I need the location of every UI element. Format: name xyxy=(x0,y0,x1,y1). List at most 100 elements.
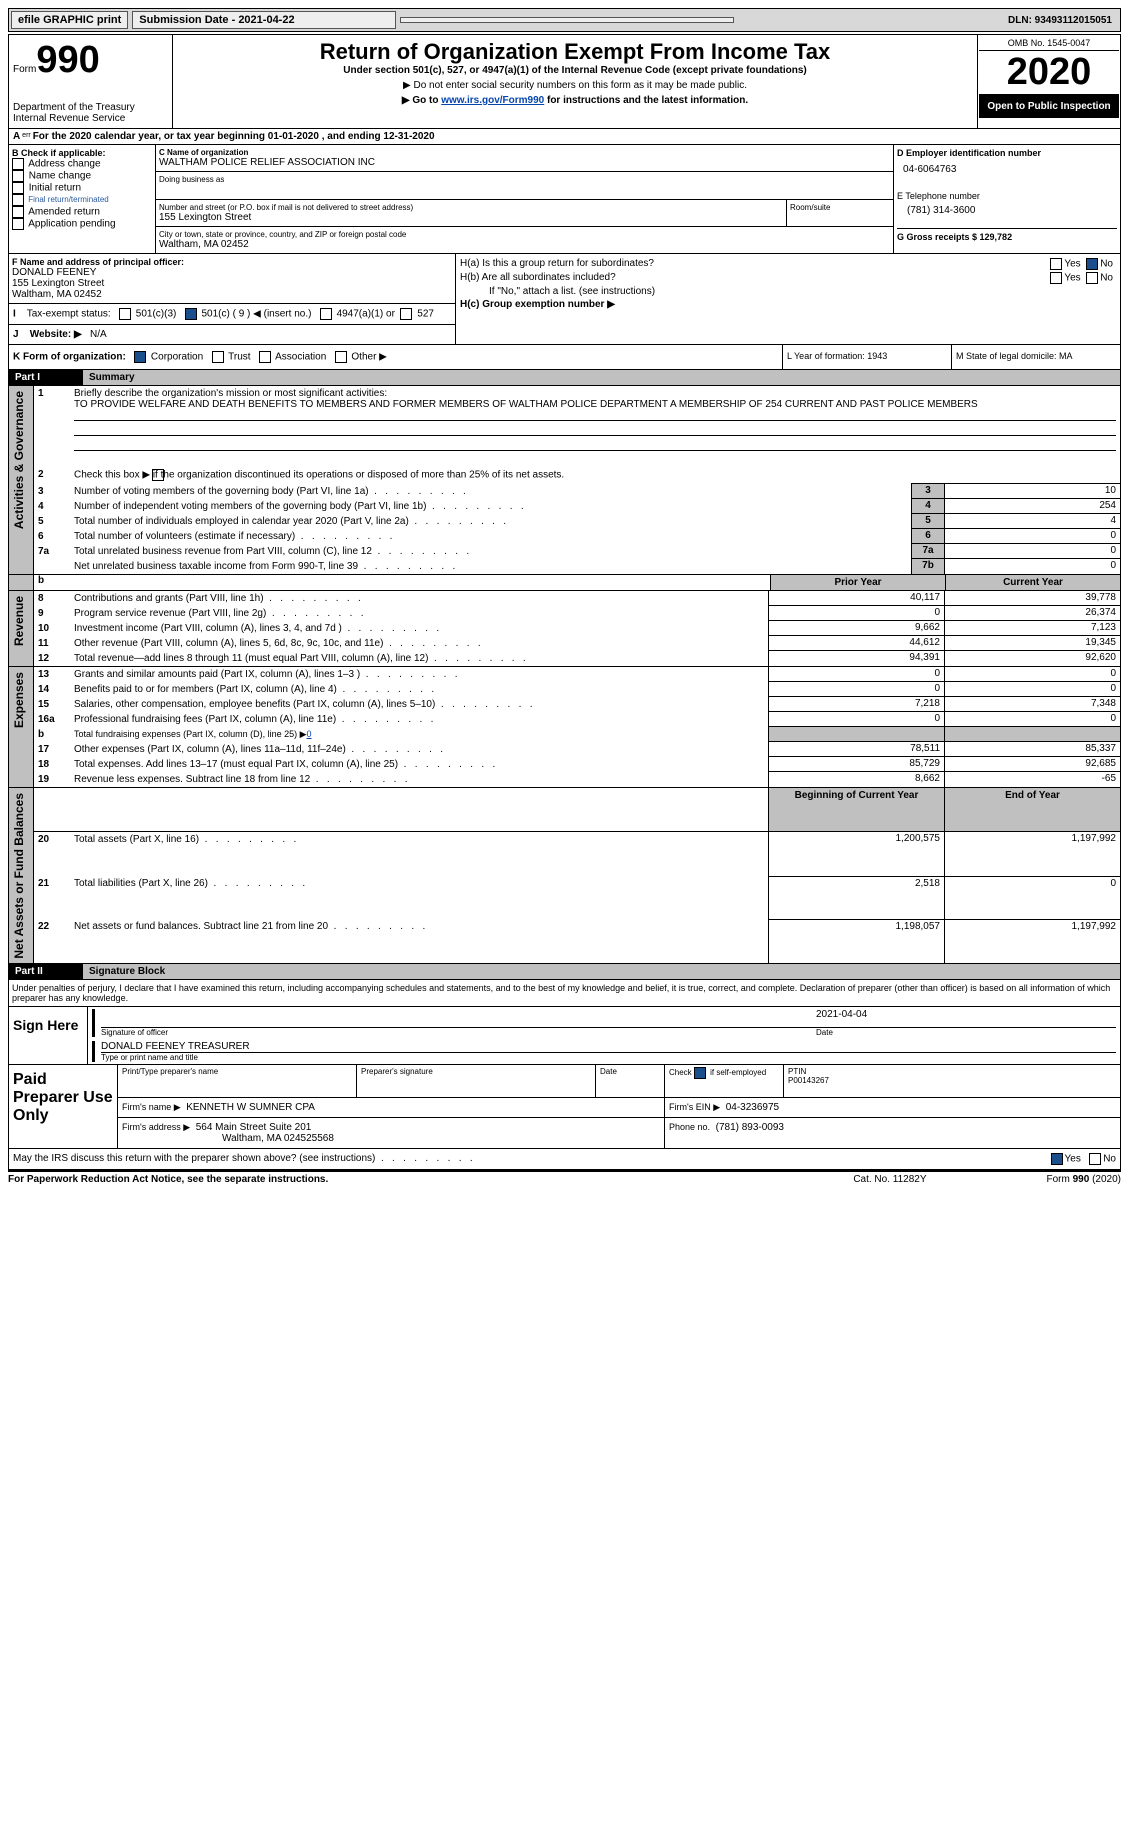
self-employed-label: if self-employed xyxy=(710,1068,766,1077)
line-box: 3 xyxy=(912,484,945,499)
line-text: Total unrelated business revenue from Pa… xyxy=(70,544,912,559)
preparer-sig-label: Preparer's signature xyxy=(357,1065,596,1098)
hb-yes[interactable] xyxy=(1050,272,1062,284)
chk-address-change[interactable]: Address change xyxy=(12,158,152,170)
yes-label: Yes xyxy=(1064,259,1080,270)
dln: DLN: 93493112015051 xyxy=(1000,13,1120,28)
chk-4947[interactable] xyxy=(320,308,332,320)
line-text: Number of independent voting members of … xyxy=(70,499,912,514)
chk-initial-return[interactable]: Initial return xyxy=(12,182,152,194)
section-label: Revenue xyxy=(10,592,28,650)
e-label: E Telephone number xyxy=(897,191,1117,201)
line-num: 18 xyxy=(34,757,71,772)
form-subtitle: Under section 501(c), 527, or 4947(a)(1)… xyxy=(177,65,973,76)
chk-final-return[interactable]: Final return/terminated xyxy=(12,194,152,206)
line-text: Net unrelated business taxable income fr… xyxy=(70,559,912,575)
i-label: Tax-exempt status: xyxy=(27,309,111,320)
section-label: Expenses xyxy=(10,668,28,732)
chk-corporation[interactable] xyxy=(134,351,146,363)
line-num: 20 xyxy=(34,832,71,876)
preparer-name-label: Print/Type preparer's name xyxy=(118,1065,357,1098)
line-num: 14 xyxy=(34,682,71,697)
check-label: Check xyxy=(669,1068,692,1077)
line-text: Revenue less expenses. Subtract line 18 … xyxy=(70,772,769,788)
firm-addr-label: Firm's address ▶ xyxy=(122,1122,190,1132)
prior-year-value: 44,612 xyxy=(769,636,945,651)
current-year-value: 26,374 xyxy=(945,606,1121,621)
chk-label: Amended return xyxy=(28,207,100,218)
line-num: 1 xyxy=(34,386,71,467)
form-number: 990 xyxy=(36,39,99,81)
line-num: 21 xyxy=(34,876,71,919)
chk-name-change[interactable]: Name change xyxy=(12,170,152,182)
signer-name: DONALD FEENEY TREASURER xyxy=(101,1041,1116,1053)
goto-prefix: ▶ Go to xyxy=(402,95,441,106)
top-bar: efile GRAPHIC print Submission Date - 20… xyxy=(8,8,1121,32)
ein: 04-6064763 xyxy=(903,164,1117,175)
col-header: Beginning of Current Year xyxy=(769,788,945,832)
i-marker: I xyxy=(13,309,24,320)
line-num: 13 xyxy=(34,667,71,682)
ha-no[interactable] xyxy=(1086,258,1098,270)
prior-year-value: 0 xyxy=(769,606,945,621)
officer-addr1: 155 Lexington Street xyxy=(12,278,452,289)
prior-year-value: 1,200,575 xyxy=(769,832,945,876)
line-num: 19 xyxy=(34,772,71,788)
chk-self-employed[interactable] xyxy=(694,1067,706,1079)
current-year-value: 1,197,992 xyxy=(945,832,1121,876)
yes-label: Yes xyxy=(1064,273,1080,284)
chk-trust[interactable] xyxy=(212,351,224,363)
chk-amended-return[interactable]: Amended return xyxy=(12,206,152,218)
line-num: 11 xyxy=(34,636,71,651)
line-text: Total liabilities (Part X, line 26) xyxy=(70,876,769,919)
line-box: 7a xyxy=(912,544,945,559)
k-label: K Form of organization: xyxy=(13,352,126,363)
chk-discontinued[interactable] xyxy=(152,469,164,481)
opt-501c3: 501(c)(3) xyxy=(136,309,177,320)
chk-association[interactable] xyxy=(259,351,271,363)
chk-other[interactable] xyxy=(335,351,347,363)
chk-application-pending[interactable]: Application pending xyxy=(12,218,152,230)
line-text: Total fundraising expenses (Part IX, col… xyxy=(70,727,769,742)
footer-left: For Paperwork Reduction Act Notice, see … xyxy=(8,1174,328,1185)
discuss-yes[interactable] xyxy=(1051,1153,1063,1165)
line-num: 4 xyxy=(34,499,71,514)
chk-label: Address change xyxy=(28,159,100,170)
line-text: Investment income (Part VIII, column (A)… xyxy=(70,621,769,636)
chk-label: Application pending xyxy=(28,219,115,230)
prior-year-value: 1,198,057 xyxy=(769,919,945,963)
c-label: C Name of organization xyxy=(159,148,890,157)
line-box: 5 xyxy=(912,514,945,529)
opt-trust: Trust xyxy=(228,352,250,363)
ha-yes[interactable] xyxy=(1050,258,1062,270)
addr-label: Number and street (or P.O. box if mail i… xyxy=(159,203,783,212)
open-inspection: Open to Public Inspection xyxy=(979,95,1119,118)
opt-assoc: Association xyxy=(275,352,326,363)
current-year-value: 39,778 xyxy=(945,591,1121,606)
line-text: Contributions and grants (Part VIII, lin… xyxy=(70,591,769,606)
efile-button[interactable]: efile GRAPHIC print xyxy=(11,11,128,29)
ptin-value: P00143267 xyxy=(788,1076,1116,1085)
line-text: Salaries, other compensation, employee b… xyxy=(70,697,769,712)
chk-501c3[interactable] xyxy=(119,308,131,320)
prior-year-header: Prior Year xyxy=(771,575,946,591)
form990-link[interactable]: www.irs.gov/Form990 xyxy=(441,95,544,106)
officer-name: DONALD FEENEY xyxy=(12,267,452,278)
phone-label: Phone no. xyxy=(669,1122,710,1132)
opt-501c: 501(c) ( 9 ) ◀ (insert no.) xyxy=(201,309,311,320)
no-label: No xyxy=(1100,259,1113,270)
line-text: Total expenses. Add lines 13–17 (must eq… xyxy=(70,757,769,772)
chk-501c[interactable] xyxy=(185,308,197,320)
room-label: Room/suite xyxy=(790,203,890,212)
current-year-value: 0 xyxy=(945,712,1121,727)
line-text: Grants and similar amounts paid (Part IX… xyxy=(70,667,769,682)
prior-year-value: 94,391 xyxy=(769,651,945,667)
j-marker: J xyxy=(13,329,27,340)
l-year-formation: L Year of formation: 1943 xyxy=(783,345,952,370)
no-label: No xyxy=(1103,1154,1116,1165)
discuss-no[interactable] xyxy=(1089,1153,1101,1165)
yes-label: Yes xyxy=(1065,1154,1081,1165)
hb-no[interactable] xyxy=(1086,272,1098,284)
chk-527[interactable] xyxy=(400,308,412,320)
fundraising-link[interactable]: 0 xyxy=(307,729,312,739)
